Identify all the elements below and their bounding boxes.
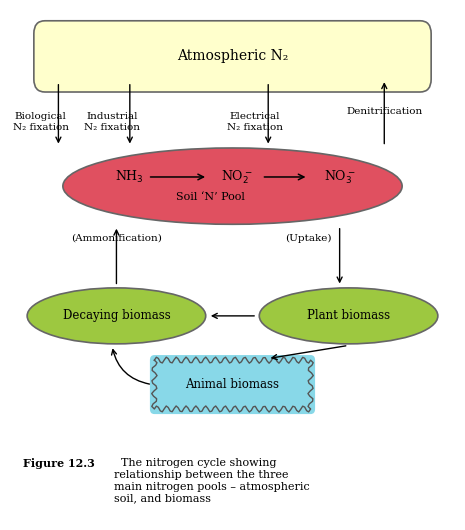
Text: Denitrification: Denitrification xyxy=(346,107,422,116)
FancyBboxPatch shape xyxy=(34,21,431,92)
Ellipse shape xyxy=(259,288,438,344)
Text: Plant biomass: Plant biomass xyxy=(307,310,390,322)
Text: Electrical
N₂ fixation: Electrical N₂ fixation xyxy=(227,112,283,132)
FancyBboxPatch shape xyxy=(150,355,315,414)
Text: The nitrogen cycle showing
relationship between the three
main nitrogen pools – : The nitrogen cycle showing relationship … xyxy=(114,458,310,504)
Text: Atmospheric N₂: Atmospheric N₂ xyxy=(177,49,288,64)
Ellipse shape xyxy=(63,148,402,224)
Text: (Uptake): (Uptake) xyxy=(285,234,332,243)
Text: Figure 12.3: Figure 12.3 xyxy=(23,458,95,470)
Text: Industrial
N₂ fixation: Industrial N₂ fixation xyxy=(84,112,140,132)
Text: NO$_3^-$: NO$_3^-$ xyxy=(324,168,355,185)
Text: Decaying biomass: Decaying biomass xyxy=(63,310,170,322)
Text: NO$_2^-$: NO$_2^-$ xyxy=(221,168,252,185)
Text: Soil ‘N’ Pool: Soil ‘N’ Pool xyxy=(176,192,245,202)
Text: (Ammonification): (Ammonification) xyxy=(71,234,162,243)
Ellipse shape xyxy=(27,288,206,344)
Text: Biological
N₂ fixation: Biological N₂ fixation xyxy=(13,112,68,132)
Text: NH$_3$: NH$_3$ xyxy=(115,169,144,185)
Text: Animal biomass: Animal biomass xyxy=(186,378,279,391)
